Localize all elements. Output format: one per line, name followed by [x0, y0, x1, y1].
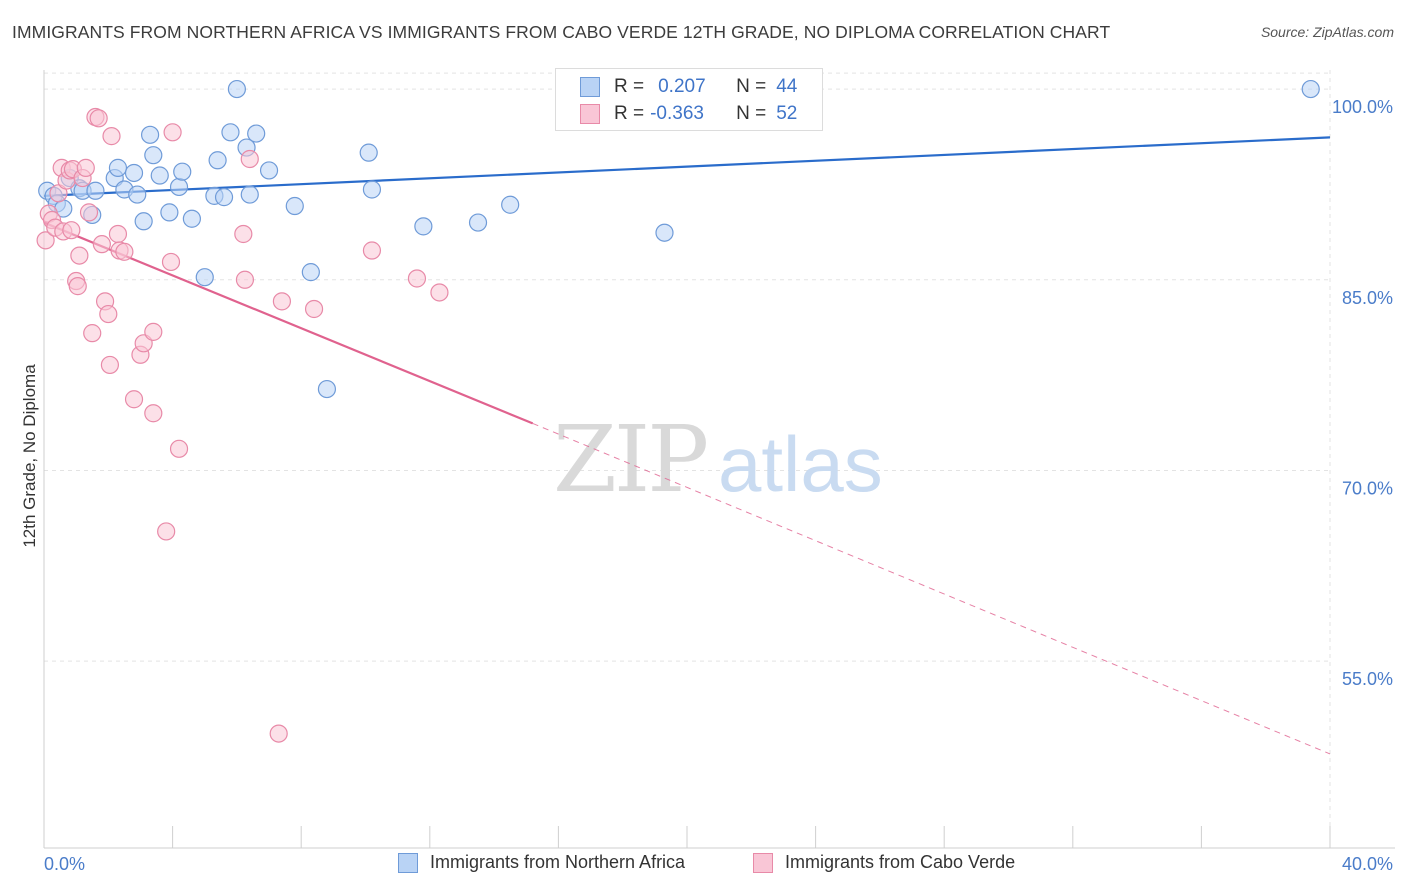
point-northern-africa: [501, 195, 520, 214]
r-label: R =: [614, 76, 645, 97]
trend-line-northern-africa: [43, 136, 1331, 197]
point-cabo-verde: [108, 224, 128, 244]
point-cabo-verde: [430, 283, 449, 302]
legend-item-cabo-verde: Immigrants from Cabo Verde: [753, 852, 1015, 873]
point-northern-africa: [134, 212, 153, 231]
watermark-zip: ZIP: [553, 406, 706, 513]
point-northern-africa: [208, 151, 227, 170]
legend-swatch-blue: [580, 77, 600, 97]
axes: [43, 70, 1395, 849]
point-cabo-verde: [169, 439, 189, 458]
point-cabo-verde: [100, 355, 120, 375]
y-tick-label: 55.0%: [1342, 669, 1393, 689]
point-cabo-verde: [102, 127, 121, 146]
n-value: 52: [776, 103, 798, 124]
r-label: R =: [614, 103, 645, 124]
n-value: 44: [776, 76, 798, 97]
point-northern-africa: [240, 185, 259, 204]
legend-swatch-pink: [753, 852, 773, 873]
point-northern-africa: [359, 143, 378, 162]
chart-title: IMMIGRANTS FROM NORTHERN AFRICA VS IMMIG…: [12, 22, 1111, 42]
tick-labels: 100.0% 85.0% 70.0% 55.0% 0.0% 40.0%: [44, 97, 1393, 874]
point-cabo-verde: [269, 724, 288, 743]
point-northern-africa: [247, 124, 266, 143]
point-northern-africa: [195, 268, 214, 287]
point-cabo-verde: [92, 235, 111, 254]
x-tick-label: 40.0%: [1342, 854, 1393, 874]
point-cabo-verde: [304, 299, 324, 319]
point-cabo-verde: [163, 123, 182, 142]
trend-extension-cabo-verde: [532, 422, 1331, 755]
watermark: ZIP atlas: [553, 406, 883, 513]
point-northern-africa: [285, 196, 304, 216]
point-northern-africa: [468, 213, 488, 232]
point-northern-africa: [227, 79, 246, 99]
point-cabo-verde: [240, 149, 259, 169]
point-cabo-verde: [272, 292, 292, 311]
point-northern-africa: [317, 379, 337, 399]
point-northern-africa: [301, 263, 320, 282]
point-cabo-verde: [362, 241, 382, 260]
points: [36, 79, 1320, 743]
point-northern-africa: [259, 161, 279, 180]
y-axis-label: 12th Grade, No Diploma: [20, 364, 39, 548]
r-value: 0.207: [658, 76, 706, 97]
legend-swatch-blue: [398, 852, 418, 873]
point-northern-africa: [1301, 79, 1320, 99]
legend-item-northern-africa: Immigrants from Northern Africa: [398, 852, 685, 873]
point-cabo-verde: [161, 252, 181, 272]
point-cabo-verde: [234, 224, 253, 244]
point-cabo-verde: [99, 304, 118, 324]
point-northern-africa: [140, 125, 160, 144]
point-cabo-verde: [76, 158, 95, 177]
point-cabo-verde: [70, 246, 89, 265]
point-northern-africa: [108, 158, 128, 177]
point-northern-africa: [182, 209, 201, 228]
legend-swatch-pink: [580, 104, 600, 124]
point-cabo-verde: [157, 522, 176, 541]
point-northern-africa: [655, 223, 674, 242]
stats-legend: R = 0.207 N = 44 R = -0.363 N = 52: [555, 68, 823, 131]
point-cabo-verde: [407, 269, 427, 288]
point-cabo-verde: [144, 404, 163, 423]
point-northern-africa: [124, 163, 144, 183]
point-cabo-verde: [36, 231, 55, 250]
legend-label: Immigrants from Cabo Verde: [785, 852, 1016, 872]
n-label: N =: [736, 103, 767, 124]
point-northern-africa: [173, 162, 192, 181]
point-northern-africa: [144, 146, 163, 165]
point-northern-africa: [86, 181, 105, 200]
point-cabo-verde: [235, 270, 255, 289]
point-northern-africa: [414, 217, 433, 236]
point-northern-africa: [160, 203, 179, 222]
point-northern-africa: [214, 188, 234, 207]
point-northern-africa: [169, 177, 189, 197]
point-cabo-verde: [79, 203, 99, 222]
point-cabo-verde: [115, 242, 134, 261]
source-label: Source: ZipAtlas.com: [1260, 24, 1394, 40]
point-northern-africa: [221, 123, 240, 142]
point-northern-africa: [150, 166, 169, 185]
point-cabo-verde: [83, 324, 102, 343]
n-label: N =: [736, 76, 767, 97]
point-northern-africa: [362, 180, 382, 199]
r-value: -0.363: [650, 103, 704, 124]
point-cabo-verde: [62, 221, 81, 240]
y-tick-label: 70.0%: [1342, 478, 1393, 498]
point-cabo-verde: [144, 322, 163, 341]
x-tick-label: 0.0%: [44, 854, 85, 874]
stats-row-northern-africa: R = 0.207 N = 44: [580, 75, 797, 99]
y-tick-label: 100.0%: [1332, 97, 1393, 117]
point-northern-africa: [128, 185, 147, 204]
point-cabo-verde: [89, 109, 108, 128]
y-tick-label: 85.0%: [1342, 288, 1393, 308]
point-cabo-verde: [68, 277, 87, 296]
watermark-atlas: atlas: [718, 420, 883, 508]
stats-row-cabo-verde: R = -0.363 N = 52: [580, 102, 797, 126]
legend-label: Immigrants from Northern Africa: [430, 852, 686, 872]
point-cabo-verde: [124, 390, 144, 409]
